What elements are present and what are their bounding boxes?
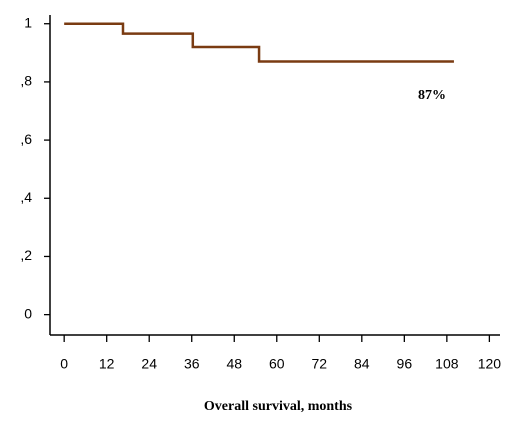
survival-curve (64, 22, 454, 63)
x-tick-label: 120 (478, 356, 502, 372)
x-tick-label: 84 (354, 356, 370, 372)
y-tick-label: ,8 (20, 73, 32, 89)
x-tick-label: 72 (312, 356, 328, 372)
y-tick-label: ,2 (20, 247, 32, 263)
x-tick-label: 36 (184, 356, 200, 372)
y-tick-label: ,4 (20, 189, 32, 205)
x-tick-label: 0 (60, 356, 68, 372)
y-tick-label: 1 (24, 14, 32, 30)
annotation: 87% (418, 88, 446, 103)
y-tick-label: ,6 (20, 131, 32, 147)
x-tick-label: 48 (226, 356, 242, 372)
x-tick-label: 108 (435, 356, 459, 372)
x-tick-label: 24 (141, 356, 157, 372)
x-tick-label: 60 (269, 356, 285, 372)
x-tick-label: 96 (397, 356, 413, 372)
y-tick-label: 0 (24, 305, 32, 321)
x-axis-label: Overall survival, months (204, 399, 353, 414)
x-tick-label: 12 (99, 356, 115, 372)
